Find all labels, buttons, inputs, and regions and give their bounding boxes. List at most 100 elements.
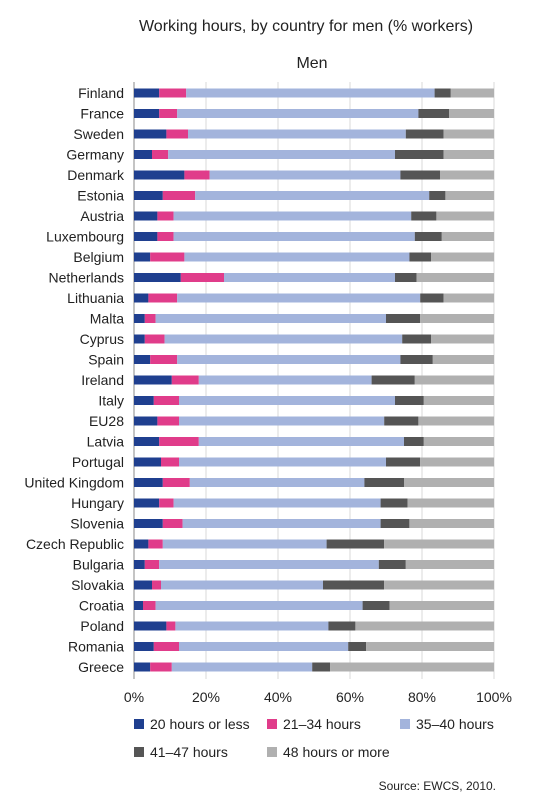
category-label: Netherlands xyxy=(49,270,125,286)
bar-segment xyxy=(157,211,174,221)
bar-segment xyxy=(134,416,158,426)
bar-segment xyxy=(405,560,494,569)
bar-segment xyxy=(440,170,494,180)
bar-segment xyxy=(362,601,390,610)
category-label: Greece xyxy=(78,659,124,675)
bar-segment xyxy=(144,334,165,344)
x-tick-label: 60% xyxy=(336,689,364,705)
category-label: Lithuania xyxy=(67,290,124,306)
bar-segment xyxy=(144,314,156,323)
category-label: United Kingdom xyxy=(24,475,124,491)
bar-segment xyxy=(162,519,183,528)
bar-segment xyxy=(416,273,494,282)
bar-segment xyxy=(450,88,494,98)
x-tick-label: 100% xyxy=(476,689,512,705)
category-label: Slovakia xyxy=(71,577,124,593)
bar-segment xyxy=(371,375,415,385)
bar-segment xyxy=(134,170,185,180)
category-label: Croatia xyxy=(79,598,124,614)
category-label: Romania xyxy=(68,639,124,655)
bar-segment xyxy=(312,662,331,672)
bar-segment xyxy=(152,580,161,590)
bar-segment xyxy=(134,150,152,159)
bar-segment xyxy=(134,601,143,610)
bar-segment xyxy=(134,519,163,528)
bar-segment xyxy=(150,355,178,364)
bar-segment xyxy=(166,621,176,631)
bar-segment xyxy=(159,437,199,446)
bar-segment xyxy=(173,211,412,221)
bar-segment xyxy=(150,662,172,672)
bar-segment xyxy=(414,232,442,241)
bar-segment xyxy=(420,314,494,323)
bar-segment xyxy=(171,375,199,385)
bar-segment xyxy=(134,580,152,590)
bar-segment xyxy=(134,560,145,569)
bar-segment xyxy=(445,191,494,200)
bar-segment xyxy=(134,642,154,651)
bar-segment xyxy=(179,642,349,651)
bar-segment xyxy=(162,191,196,200)
bar-segment xyxy=(179,396,395,405)
bar-segment xyxy=(162,539,327,549)
category-labels: Finland France Sweden Germany Denmark Estonia… xyxy=(24,85,125,675)
source-note: Source: EWCS, 2010. xyxy=(379,779,496,793)
bar-segment xyxy=(153,396,179,405)
legend-swatch xyxy=(400,719,410,729)
bar-segment xyxy=(134,355,151,364)
bar-segment xyxy=(134,211,158,221)
category-label: Belgium xyxy=(73,249,124,265)
bar-segment xyxy=(348,642,367,651)
bar-segment xyxy=(161,457,179,467)
bar-segment xyxy=(177,293,421,303)
bar-segment xyxy=(155,601,363,610)
category-label: Estonia xyxy=(77,188,124,204)
bar-segment xyxy=(134,129,167,139)
bar-segment xyxy=(384,539,494,549)
chart-subtitle: Men xyxy=(296,55,327,72)
bar-segment xyxy=(395,273,417,282)
legend-label: 20 hours or less xyxy=(150,716,250,732)
bar-segment xyxy=(161,580,323,590)
category-label: EU28 xyxy=(89,413,124,429)
bar-segment xyxy=(134,539,149,549)
legend-swatch xyxy=(267,747,277,757)
category-label: Sweden xyxy=(73,126,124,142)
bar-segment xyxy=(134,478,163,487)
bar-segment xyxy=(386,457,421,467)
bar-segment xyxy=(184,252,410,262)
category-label: Malta xyxy=(90,311,124,327)
bar-segment xyxy=(420,457,494,467)
x-tick-label: 80% xyxy=(408,689,436,705)
bar-segment xyxy=(150,252,185,262)
category-label: Bulgaria xyxy=(73,557,125,573)
bars xyxy=(134,88,494,672)
bar-segment xyxy=(326,539,385,549)
bar-segment xyxy=(179,457,386,467)
bar-segment xyxy=(134,293,149,303)
bar-segment xyxy=(423,396,494,405)
bar-segment xyxy=(134,273,181,282)
bar-segment xyxy=(429,191,446,200)
bar-segment xyxy=(405,129,444,139)
x-tick-label: 20% xyxy=(192,689,220,705)
bar-segment xyxy=(384,416,419,426)
bar-segment xyxy=(159,88,187,98)
legend-swatch xyxy=(267,719,277,729)
bar-segment xyxy=(153,642,179,651)
bar-segment xyxy=(409,252,431,262)
bar-segment xyxy=(328,621,356,631)
bar-segment xyxy=(134,314,145,323)
bar-segment xyxy=(400,355,433,364)
bar-segment xyxy=(434,88,451,98)
x-tick-label: 0% xyxy=(124,689,144,705)
bar-segment xyxy=(364,478,404,487)
bar-segment xyxy=(443,293,494,303)
bar-segment xyxy=(162,478,190,487)
bar-segment xyxy=(134,621,167,631)
bar-segment xyxy=(171,662,313,672)
category-label: Luxembourg xyxy=(46,229,124,245)
bar-segment xyxy=(441,232,494,241)
bar-segment xyxy=(389,601,494,610)
